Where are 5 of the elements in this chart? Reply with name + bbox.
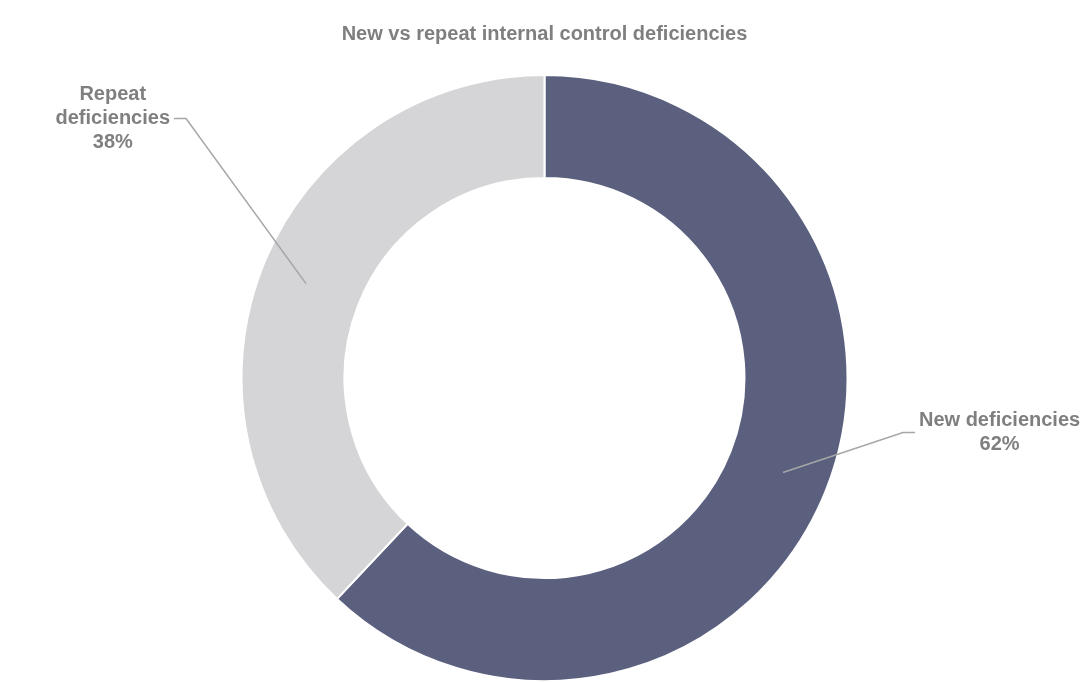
chart-title: New vs repeat internal control deficiencies (341, 21, 748, 44)
slice-label: New deficiencies (918, 407, 1081, 430)
slice-label: Repeat deficiencies (55, 82, 171, 129)
data-label: 62% (979, 431, 1020, 454)
data-label: 38% (92, 130, 133, 153)
